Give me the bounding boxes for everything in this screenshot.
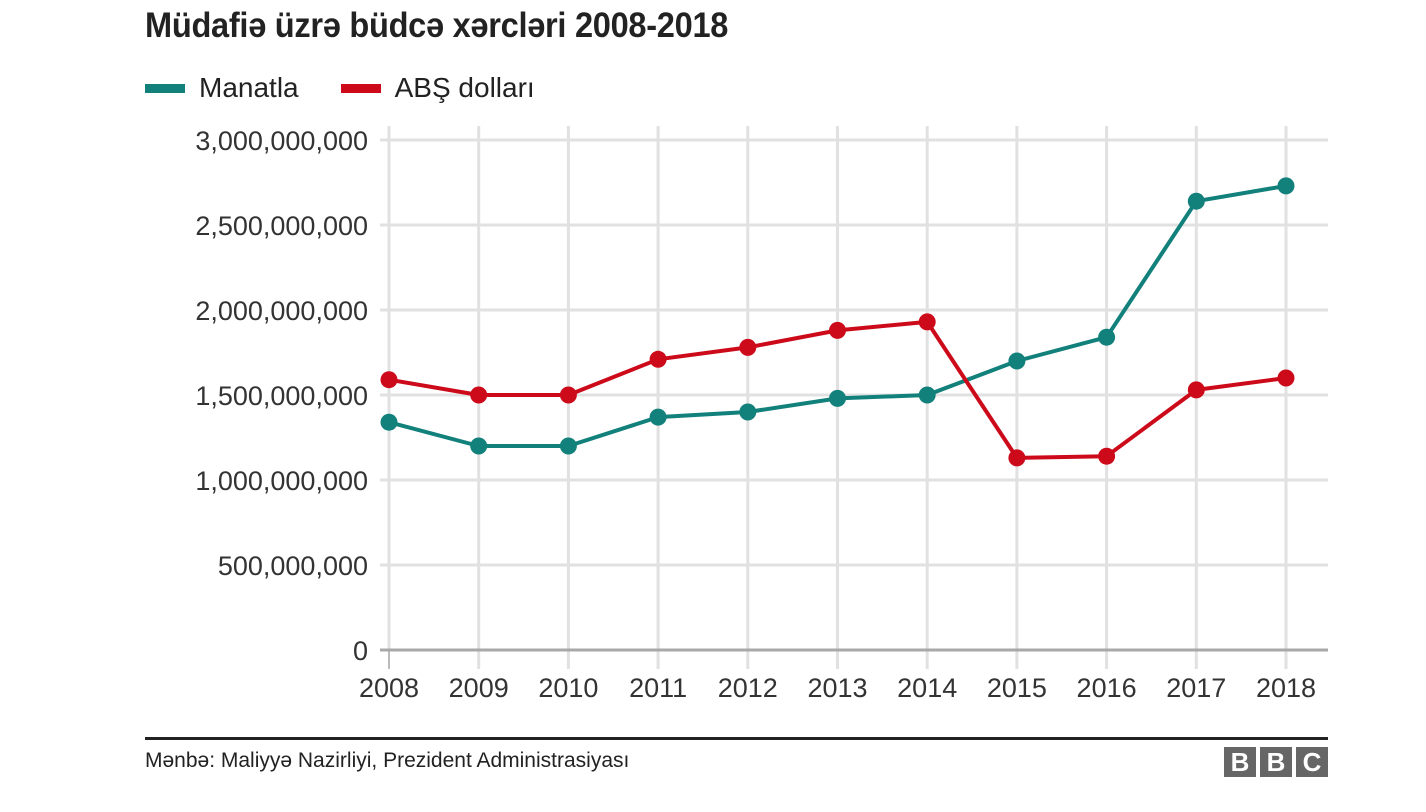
bbc-logo-letter: B <box>1224 747 1256 777</box>
x-tick-labels: 2008 2009 2010 2011 2012 2013 2014 2015 2016 2017… <box>359 673 1316 703</box>
bbc-logo-letter: B <box>1260 747 1292 777</box>
y-tick-label: 2,500,000,000 <box>195 211 368 241</box>
data-point <box>1098 447 1116 465</box>
data-point <box>1277 177 1295 195</box>
y-tick-label: 1,500,000,000 <box>195 381 368 411</box>
data-point <box>559 437 577 455</box>
y-tick-label: 3,000,000,000 <box>195 126 368 156</box>
data-point <box>380 371 398 389</box>
y-gridlines <box>380 138 1328 567</box>
legend-item-usd: ABŞ dolları <box>340 72 535 104</box>
footer-divider <box>145 737 1328 740</box>
bbc-logo: B B C <box>1224 747 1328 777</box>
y-tick-label: 500,000,000 <box>218 551 368 581</box>
x-tick-label: 2016 <box>1077 673 1137 703</box>
y-tick-label: 1,000,000,000 <box>195 466 368 496</box>
x-tick-label: 2009 <box>449 673 509 703</box>
data-point <box>739 403 757 421</box>
chart-legend: Manatla ABŞ dolları <box>145 70 577 106</box>
data-point <box>1098 328 1116 346</box>
data-point <box>470 386 488 404</box>
x-tick-label: 2018 <box>1256 673 1316 703</box>
x-tick-label: 2008 <box>359 673 419 703</box>
legend-label-usd: ABŞ dolları <box>394 72 535 103</box>
data-point <box>1008 352 1026 370</box>
data-point <box>918 313 936 331</box>
chart-title: Müdafiə üzrə büdcə xərcləri 2008-2018 <box>145 6 729 45</box>
source-note: Mənbə: Maliyyə Nazirliyi, Prezident Admi… <box>145 749 630 772</box>
legend-item-manatla: Manatla <box>145 72 299 104</box>
legend-label-manatla: Manatla <box>199 72 299 103</box>
data-point <box>649 350 667 368</box>
x-tick-label: 2017 <box>1166 673 1226 703</box>
x-tick-label: 2010 <box>538 673 598 703</box>
x-tick-label: 2015 <box>987 673 1047 703</box>
y-tick-label: 0 <box>353 636 368 666</box>
y-tick-label: 2,000,000,000 <box>195 296 368 326</box>
data-point <box>739 338 757 356</box>
data-point <box>829 321 846 339</box>
data-point <box>918 386 936 404</box>
series-manatla <box>380 177 1295 455</box>
data-point <box>380 413 398 431</box>
x-tick-label: 2012 <box>718 673 778 703</box>
data-point <box>1187 381 1205 399</box>
data-point <box>1008 449 1026 467</box>
data-point <box>1277 369 1295 387</box>
data-point <box>829 389 846 407</box>
series-lines <box>380 177 1295 467</box>
data-point <box>649 408 667 426</box>
data-point <box>470 437 488 455</box>
x-tick-label: 2011 <box>629 673 687 703</box>
y-tick-labels: 0 500,000,000 1,000,000,000 1,500,000,000 2,… <box>195 126 368 666</box>
data-point <box>559 386 577 404</box>
bbc-logo-letter: C <box>1296 747 1328 777</box>
legend-swatch-manatla <box>145 83 185 93</box>
data-point <box>1187 192 1205 210</box>
legend-swatch-usd <box>340 83 381 93</box>
series-usd <box>380 313 1295 467</box>
x-tick-label: 2013 <box>807 673 867 703</box>
x-tick-label: 2014 <box>897 673 957 703</box>
